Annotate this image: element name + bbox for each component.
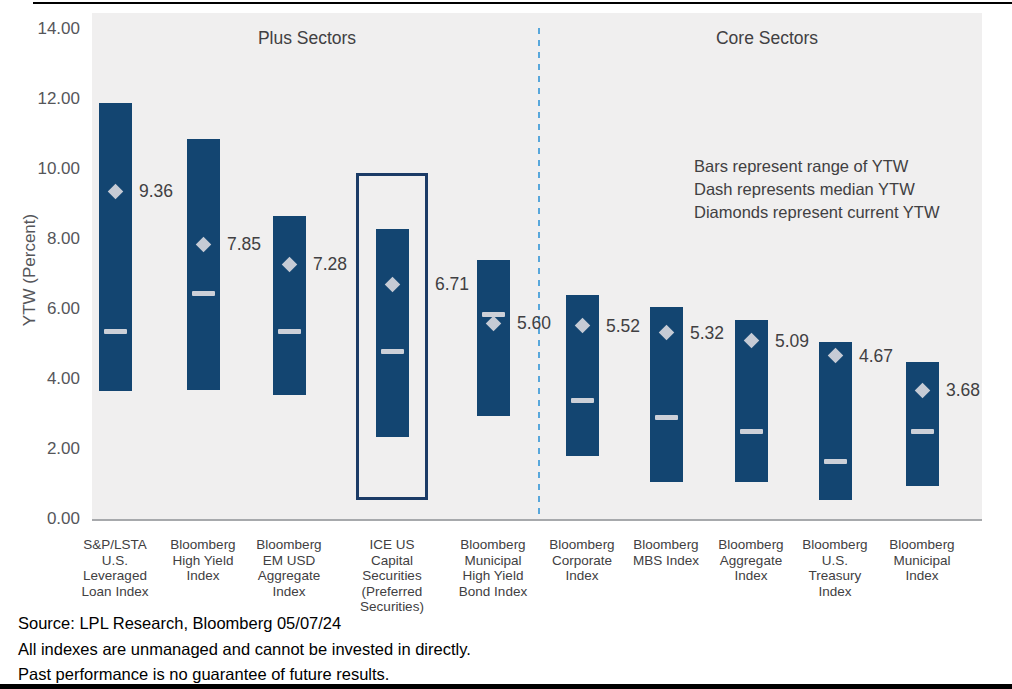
- legend: Bars represent range of YTW Dash represe…: [694, 155, 939, 224]
- x-axis-line: [92, 519, 982, 521]
- sector-divider-dashed-line: [538, 28, 540, 514]
- current-ytw-value-label: 9.36: [139, 180, 173, 202]
- x-axis-category-label: Bloomberg Municipal Index: [867, 537, 977, 584]
- core-sectors-title: Core Sectors: [716, 28, 818, 49]
- median-ytw-dash: [824, 459, 847, 464]
- current-ytw-value-label: 4.67: [859, 345, 893, 367]
- current-ytw-value-label: 7.28: [313, 253, 347, 275]
- y-tick-label: 2.00: [0, 439, 80, 459]
- range-bar: [477, 260, 510, 416]
- median-ytw-dash: [655, 415, 678, 420]
- current-ytw-value-label: 6.71: [435, 273, 469, 295]
- current-ytw-value-label: 5.09: [775, 330, 809, 352]
- current-ytw-value-label: 5.60: [517, 312, 551, 334]
- median-ytw-dash: [104, 329, 127, 334]
- legend-line-diamonds: Diamonds represent current YTW: [694, 201, 939, 224]
- bottom-border-line: [0, 684, 1012, 689]
- range-bar: [273, 216, 306, 395]
- y-tick-label: 0.00: [0, 509, 80, 529]
- current-ytw-value-label: 7.85: [227, 233, 261, 255]
- range-bar: [906, 362, 939, 486]
- range-bar: [187, 139, 220, 389]
- legend-line-dash: Dash represents median YTW: [694, 178, 939, 201]
- x-axis-category-label: ICE US Capital Securities (Preferred Sec…: [337, 537, 447, 615]
- range-bar: [99, 103, 132, 392]
- y-tick-label: 6.00: [0, 299, 80, 319]
- median-ytw-dash: [740, 429, 763, 434]
- source-note: Source: LPL Research, Bloomberg 05/07/24: [18, 611, 471, 637]
- range-bar: [376, 229, 409, 437]
- disclaimer-line-1: All indexes are unmanaged and cannot be …: [18, 637, 471, 663]
- footer-notes: Source: LPL Research, Bloomberg 05/07/24…: [18, 611, 471, 688]
- median-ytw-dash: [278, 329, 301, 334]
- current-ytw-value-label: 5.52: [606, 315, 640, 337]
- median-ytw-dash: [911, 429, 934, 434]
- median-ytw-dash: [571, 398, 594, 403]
- median-ytw-dash: [381, 349, 404, 354]
- top-border-line: [33, 2, 1012, 4]
- y-tick-label: 10.00: [0, 159, 80, 179]
- chart-canvas: YTW (Percent) 14.0012.0010.008.006.004.0…: [0, 0, 1012, 689]
- y-tick-label: 14.00: [0, 19, 80, 39]
- x-axis-category-label: Bloomberg EM USD Aggregate Index: [234, 537, 344, 599]
- y-tick-label: 8.00: [0, 229, 80, 249]
- y-tick-label: 4.00: [0, 369, 80, 389]
- y-tick-label: 12.00: [0, 89, 80, 109]
- plus-sectors-title: Plus Sectors: [258, 28, 356, 49]
- legend-line-bars: Bars represent range of YTW: [694, 155, 939, 178]
- median-ytw-dash: [192, 291, 215, 296]
- current-ytw-value-label: 5.32: [690, 322, 724, 344]
- range-bar: [819, 342, 852, 500]
- current-ytw-value-label: 3.68: [946, 379, 980, 401]
